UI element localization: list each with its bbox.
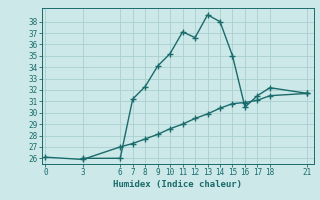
X-axis label: Humidex (Indice chaleur): Humidex (Indice chaleur) <box>113 180 242 189</box>
